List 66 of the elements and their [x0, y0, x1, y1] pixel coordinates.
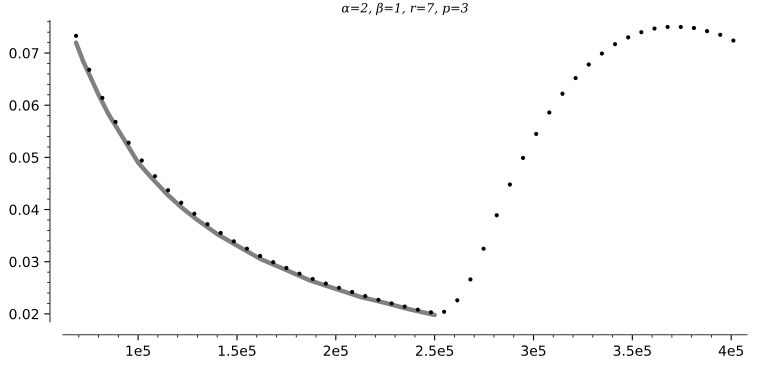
point	[244, 246, 250, 251]
y-tick-label: 0.06	[10, 100, 39, 111]
line-series	[74, 40, 437, 318]
point	[336, 286, 342, 290]
point	[547, 110, 552, 115]
point	[731, 38, 736, 43]
point	[468, 277, 473, 282]
x-tick-label: 2.5e5	[416, 345, 454, 356]
point	[284, 266, 288, 270]
point	[626, 35, 630, 40]
point	[166, 188, 170, 192]
point	[140, 158, 144, 163]
point	[350, 290, 354, 294]
chart-title: α=2, β=1, r=7, p=3	[342, 2, 468, 15]
point	[324, 282, 328, 286]
point	[520, 156, 526, 160]
x-tick-label: 3.5e5	[614, 345, 651, 356]
point	[612, 42, 618, 46]
point	[402, 304, 407, 309]
point	[455, 298, 460, 302]
point	[310, 276, 315, 282]
point	[692, 26, 696, 30]
y-tick-label: 0.05	[10, 152, 38, 163]
point	[416, 308, 420, 312]
y-tick-label: 0.02	[10, 308, 38, 320]
x-tick-label: 1.5e5	[218, 346, 256, 356]
point	[718, 32, 722, 37]
point	[389, 301, 394, 306]
point	[678, 24, 683, 30]
point	[494, 213, 499, 218]
point	[704, 29, 710, 34]
point	[179, 200, 184, 205]
x-tick-label: 1e5	[126, 346, 150, 356]
y-tick-label: 0.03	[10, 256, 38, 268]
point	[205, 222, 210, 226]
point	[600, 51, 604, 56]
point	[113, 120, 118, 124]
point	[87, 68, 92, 72]
point	[666, 24, 670, 30]
point	[534, 132, 538, 136]
point	[574, 76, 578, 80]
x-tick-label: 3e5	[521, 345, 546, 356]
point	[639, 30, 644, 34]
point	[232, 239, 236, 244]
point	[428, 310, 434, 314]
point	[481, 246, 486, 251]
point	[126, 140, 131, 145]
point	[442, 310, 446, 314]
point	[100, 96, 104, 100]
point	[152, 174, 158, 178]
point	[258, 254, 262, 258]
point	[376, 298, 380, 302]
point	[297, 272, 302, 276]
point	[192, 212, 196, 216]
point	[508, 182, 512, 187]
point	[271, 260, 276, 264]
x-tick-label: 2e5	[324, 345, 348, 356]
point	[363, 294, 368, 298]
point	[218, 230, 223, 236]
y-tick-label: 0.04	[10, 204, 39, 216]
point	[586, 62, 591, 67]
point	[74, 34, 78, 38]
point	[560, 92, 565, 96]
y-tick-label: 0.07	[10, 48, 38, 59]
point	[652, 26, 657, 31]
x-tick-label: 4e5	[718, 346, 744, 356]
